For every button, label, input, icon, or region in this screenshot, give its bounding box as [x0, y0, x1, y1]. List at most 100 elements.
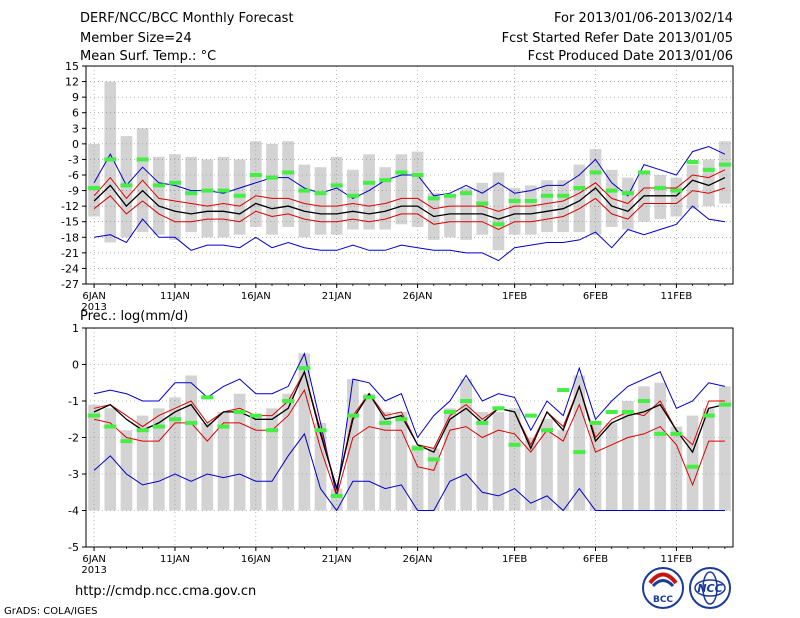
- ncc-logo-text: NCC: [697, 582, 722, 595]
- temp-ytick-label: -15: [61, 216, 79, 229]
- precip-member-mark: [185, 420, 198, 425]
- temp-bar: [411, 151, 424, 227]
- temp-bar: [330, 156, 343, 235]
- temp-member-mark: [282, 170, 295, 175]
- temp-member-mark: [249, 173, 262, 177]
- precip-bar: [282, 393, 295, 511]
- precip-member-mark: [460, 399, 473, 403]
- precip-member-mark: [508, 442, 521, 447]
- precip-xtick-label: 21JAN: [322, 554, 352, 565]
- precip-bar: [702, 408, 715, 511]
- temp-xtick-label: 11JAN: [160, 291, 190, 302]
- temp-bar: [654, 175, 667, 220]
- temp-xtick-label: 6FEB: [583, 291, 608, 302]
- precip-bar: [104, 408, 117, 511]
- precip-member-mark: [718, 402, 731, 407]
- temp-member-mark: [443, 193, 456, 198]
- temp-member-mark: [638, 170, 651, 175]
- precip-bar: [476, 411, 489, 511]
- temp-member-mark: [686, 160, 699, 165]
- temp-xtick-label: 26JAN: [403, 291, 433, 302]
- temp-member-mark: [573, 185, 586, 190]
- precip-member-mark: [670, 431, 683, 436]
- temp-ytick-label: -21: [61, 247, 79, 260]
- temp-member-mark: [314, 191, 327, 196]
- precip-bar: [347, 379, 359, 511]
- precip-series-max: [93, 352, 726, 497]
- temp-bar: [88, 143, 100, 217]
- precip-bar: [589, 422, 602, 511]
- temp-member-mark: [330, 183, 343, 188]
- precip-bar: [250, 415, 262, 511]
- temp-ytick-label: -24: [61, 262, 79, 275]
- temp-member-mark: [185, 191, 198, 196]
- precip-member-mark: [686, 464, 699, 469]
- precip-member-mark: [233, 409, 246, 414]
- temp-bar: [169, 154, 181, 240]
- temp-member-mark: [557, 193, 570, 198]
- temp-bar: [282, 141, 295, 227]
- temp-bar: [152, 156, 165, 235]
- precip-member-mark: [346, 413, 359, 418]
- precip-member-mark: [427, 457, 440, 462]
- precip-bar: [686, 415, 699, 511]
- precip-ytick-label: -1: [68, 395, 79, 408]
- precip-ytick-label: -4: [68, 505, 79, 518]
- temp-series-max: [93, 145, 726, 199]
- temp-member-mark: [670, 188, 683, 193]
- temp-member-mark: [702, 167, 715, 172]
- temp-bar: [719, 141, 731, 204]
- temp-xtick-label: 16JAN: [241, 291, 271, 302]
- precip-ytick-label: 1: [72, 322, 79, 335]
- precip-ytick-label: -3: [68, 468, 79, 481]
- source-url[interactable]: http://cmdp.ncc.cma.gov.cn: [75, 584, 256, 599]
- temp-xtick-label: 1FEB: [502, 291, 527, 302]
- temp-series-mean: [93, 177, 726, 220]
- temp-bar: [508, 187, 521, 235]
- precip-member-mark: [621, 409, 634, 414]
- precip-series-upper: [93, 370, 725, 489]
- precip-bar: [298, 353, 311, 511]
- precip-member-mark: [476, 420, 489, 425]
- temp-bar: [201, 159, 214, 238]
- temp-bar: [476, 182, 489, 235]
- precip-bar: [201, 422, 214, 511]
- precip-ytick-label: -2: [68, 432, 79, 445]
- precip-member-mark: [524, 413, 537, 418]
- precip-member-mark: [282, 399, 295, 403]
- temp-ytick-label: -6: [68, 169, 79, 182]
- temp-xtick-label: 6JAN: [82, 291, 105, 302]
- precip-bar: [444, 408, 456, 511]
- precip-member-mark: [217, 424, 230, 429]
- precip-xtick-label: 16JAN: [241, 554, 271, 565]
- precip-bar: [411, 444, 424, 511]
- temp-member-mark: [233, 193, 246, 198]
- precip-series-mean: [93, 369, 726, 492]
- precip-member-mark: [638, 399, 651, 403]
- temp-bar: [670, 177, 683, 217]
- temp-bar: [314, 167, 327, 235]
- member-size: Member Size=24: [80, 31, 192, 46]
- precip-bar: [266, 408, 278, 511]
- temp-bar: [589, 149, 602, 235]
- temp-bar: [250, 141, 262, 227]
- temp-member-mark: [411, 173, 424, 177]
- temp-member-mark: [363, 180, 376, 185]
- temp-ytick-label: 9: [72, 91, 79, 104]
- temp-member-mark: [524, 198, 537, 203]
- temp-ytick-label: -12: [61, 200, 79, 213]
- temp-member-mark: [427, 196, 440, 201]
- temp-bar: [638, 172, 650, 222]
- temp-bar: [363, 154, 375, 230]
- temp-member-mark: [540, 193, 553, 198]
- temp-bar: [686, 164, 699, 209]
- temp-ytick-label: -27: [61, 278, 79, 291]
- precip-bar: [573, 375, 586, 511]
- precip-series-lower: [93, 388, 725, 498]
- precip-bar: [233, 393, 246, 511]
- temp-ytick-label: -18: [61, 231, 79, 244]
- temp-series-min: [94, 205, 725, 262]
- precip-member-mark: [557, 388, 570, 393]
- temp-ytick-label: 3: [72, 122, 79, 135]
- precip-bar: [541, 419, 553, 511]
